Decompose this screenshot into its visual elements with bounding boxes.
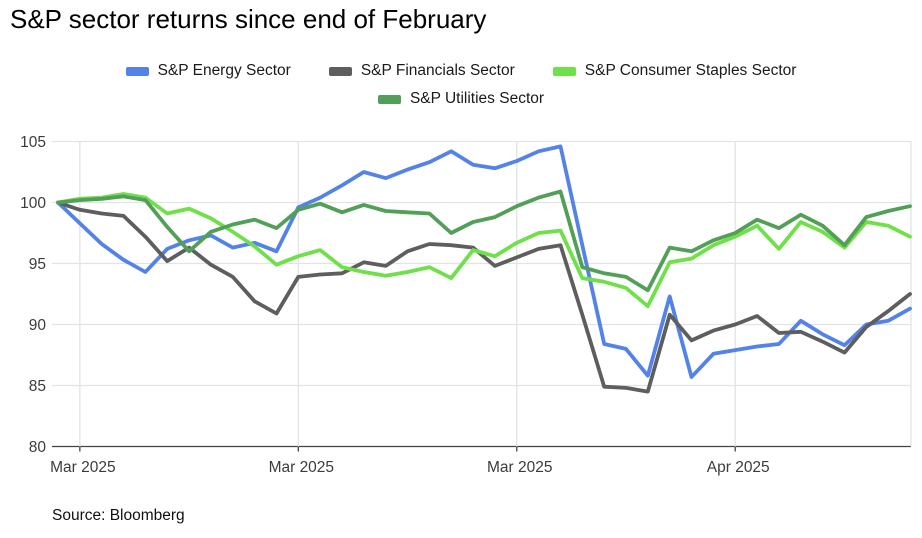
- legend-swatch-icon: [552, 66, 576, 76]
- legend-swatch-icon: [328, 66, 352, 76]
- legend-label: S&P Consumer Staples Sector: [584, 62, 797, 79]
- series-line-3: [56, 192, 912, 309]
- legend-row-2: S&P Utilities Sector: [0, 90, 922, 108]
- legend-row-1: S&P Energy Sector S&P Financials Sector S&…: [0, 62, 922, 80]
- x-axis-tick-label: Mar 2025: [487, 459, 552, 476]
- legend-swatch-icon: [377, 94, 401, 104]
- x-axis-tick-label: Apr 2025: [707, 459, 770, 476]
- legend-label: S&P Energy Sector: [157, 62, 291, 79]
- series-line-4: [56, 189, 912, 293]
- y-axis-tick-label: 80: [29, 439, 47, 456]
- y-axis-tick-label: 85: [29, 378, 46, 395]
- y-axis-tick-label: 90: [29, 317, 47, 334]
- x-axis-tick-label: Mar 2025: [50, 459, 115, 476]
- x-axis-tick-label: Mar 2025: [269, 459, 334, 476]
- source-note: Source: Bloomberg: [52, 507, 185, 524]
- legend-item-2: S&P Financials Sector: [328, 62, 515, 80]
- y-axis-tick-label: 95: [29, 256, 46, 273]
- legend-label: S&P Utilities Sector: [409, 90, 545, 107]
- y-axis-tick-label: 100: [20, 195, 46, 212]
- legend-swatch-icon: [125, 66, 149, 76]
- legend-item-4: S&P Utilities Sector: [377, 90, 545, 108]
- series-line-1: [56, 144, 912, 379]
- legend-item-1: S&P Energy Sector: [125, 62, 291, 80]
- chart-title: S&P sector returns since end of February: [10, 4, 487, 34]
- legend-label: S&P Financials Sector: [360, 62, 515, 79]
- legend-item-3: S&P Consumer Staples Sector: [552, 62, 797, 80]
- series-line-2: [56, 200, 912, 394]
- y-axis-tick-label: 105: [20, 134, 46, 151]
